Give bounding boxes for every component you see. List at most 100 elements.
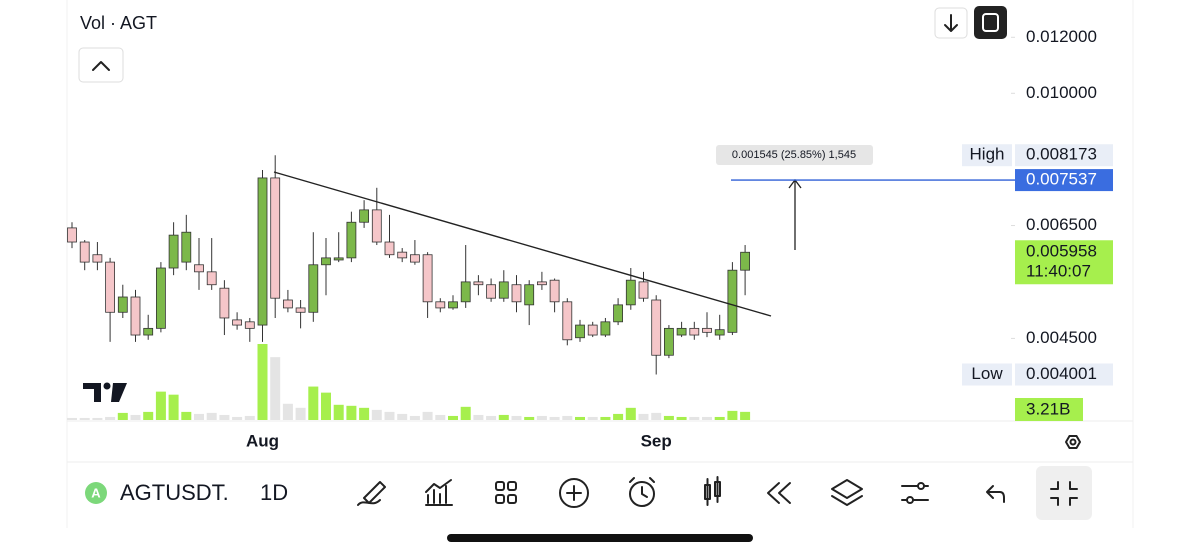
countdown: 11:40:07: [1026, 262, 1091, 281]
x-tick-label: Aug: [246, 431, 279, 450]
candle-body: [524, 284, 535, 306]
volume-bar: [270, 357, 281, 420]
marker-price: 0.008173: [1026, 145, 1097, 164]
indicators-icon[interactable]: [425, 479, 453, 506]
candle-body: [257, 177, 268, 326]
candle-body: [613, 304, 623, 323]
candle-body: [498, 281, 509, 299]
volume-bar: [600, 416, 611, 420]
fullscreen-button[interactable]: [974, 6, 1007, 39]
volume-bar: [143, 411, 154, 420]
layers-icon[interactable]: [831, 479, 863, 506]
volume-bar: [473, 414, 484, 420]
volume-bar: [536, 415, 547, 420]
settings-icon[interactable]: [1065, 435, 1081, 449]
candle-body: [714, 329, 725, 336]
y-tick-label: 0.004500: [1026, 328, 1097, 347]
symbol[interactable]: AGTUSDT.: [120, 480, 229, 505]
candle-body: [486, 284, 497, 299]
candle-body: [397, 251, 408, 259]
volume-bar: [308, 386, 319, 420]
candle-body: [282, 299, 293, 309]
marker-name-box: [962, 144, 1012, 167]
volume-bar: [676, 416, 687, 420]
settings-sliders-icon[interactable]: [901, 482, 929, 504]
volume-bar: [409, 415, 420, 420]
volume-bar: [524, 416, 535, 420]
volume-bar: [460, 406, 471, 420]
volume-bar: [613, 413, 624, 420]
undo-icon[interactable]: [986, 485, 1005, 503]
volume-bar: [67, 417, 77, 420]
candle-body: [651, 299, 662, 356]
add-icon[interactable]: [559, 478, 589, 508]
draw-icon[interactable]: [357, 481, 386, 506]
chevron-icon: [92, 61, 110, 71]
candle-body: [575, 324, 585, 339]
volume-bar: [244, 415, 255, 420]
candle-body: [689, 327, 700, 336]
volume-bar: [257, 344, 268, 420]
measure-label: 0.001545 (25.85%) 1,545: [732, 149, 856, 161]
candle-body: [206, 271, 217, 286]
volume-bar: [435, 414, 446, 420]
volume-bar: [448, 415, 458, 420]
volume-bar: [549, 416, 560, 420]
volume-bar: [727, 410, 738, 420]
volume-bar: [321, 392, 331, 420]
volume-bar: [105, 416, 116, 420]
candle-body: [727, 269, 738, 333]
candle-body: [143, 327, 154, 336]
candle-body: [460, 281, 471, 303]
interval[interactable]: 1D: [260, 480, 288, 505]
marker-name: High: [970, 145, 1005, 164]
volume-bar: [638, 413, 649, 420]
candle-body: [664, 327, 674, 356]
candle-body: [422, 254, 433, 303]
candle-body: [244, 321, 255, 329]
alert-icon[interactable]: [629, 477, 655, 507]
volume-bar: [397, 413, 408, 420]
volume-bar: [587, 416, 598, 420]
collapse-button[interactable]: [78, 47, 124, 83]
volume-bar: [384, 411, 395, 420]
volume-bar: [232, 416, 243, 420]
measure-price: 0.007537: [1026, 170, 1097, 189]
indicator-title: Vol · AGT: [80, 13, 157, 33]
candle-body: [79, 241, 90, 263]
candle-body: [676, 327, 687, 336]
bar-style-icon[interactable]: [704, 476, 721, 506]
candle-body: [321, 257, 331, 266]
candle-body: [194, 264, 204, 273]
candle-body: [333, 257, 344, 261]
candle-body: [473, 281, 484, 286]
volume-bar: [79, 417, 90, 420]
templates-icon[interactable]: [495, 481, 517, 504]
volume-bar: [422, 411, 433, 420]
replay-icon[interactable]: [767, 482, 791, 504]
volume-label-box: [1015, 398, 1083, 421]
y-tick-label: 0.006500: [1026, 215, 1097, 234]
marker-name: Low: [971, 364, 1003, 383]
fullscreen-exit-button[interactable]: [1036, 466, 1092, 520]
volume-bar: [371, 409, 382, 420]
volume-label: 3.21B: [1026, 399, 1070, 418]
volume-bar: [486, 415, 497, 420]
candle-body: [359, 209, 370, 223]
candle-body: [562, 301, 573, 341]
candle-body: [625, 279, 636, 306]
fullscreen-exit-icon: [1050, 481, 1078, 506]
candle-body: [270, 177, 281, 299]
y-tick-label: 0.010000: [1026, 83, 1097, 102]
candle-body: [549, 279, 560, 303]
volume-bar: [663, 415, 674, 420]
candle-body: [67, 227, 77, 243]
candle-body: [435, 301, 446, 309]
candle-body: [105, 261, 115, 313]
y-tick-label: 0.012000: [1026, 27, 1097, 46]
volume-bar: [575, 416, 585, 420]
volume-bar: [333, 404, 344, 420]
symbol-icon-letter: A: [91, 485, 101, 500]
download-icon: [944, 14, 958, 32]
